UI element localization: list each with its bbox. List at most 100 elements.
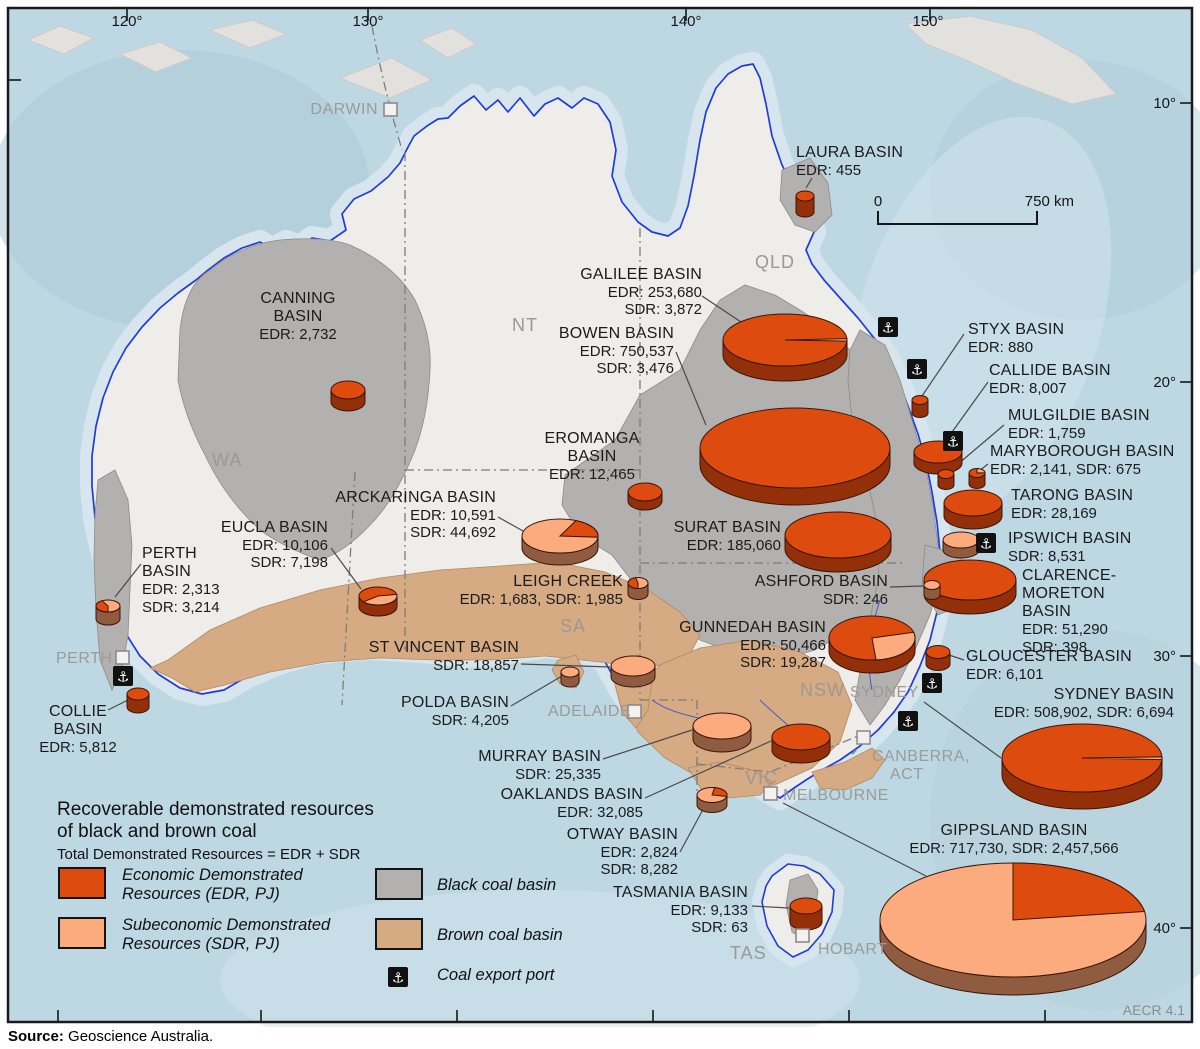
brown-basin-gippsland xyxy=(811,747,886,791)
state-label-nt: NT xyxy=(512,315,538,335)
pie-eucla xyxy=(358,586,398,617)
coal-export-port-anchor-icon: ⚓ xyxy=(388,967,408,987)
legend-port-label: Coal export port xyxy=(437,966,555,984)
leader-line xyxy=(510,675,563,707)
leader-line xyxy=(644,740,772,799)
canberra-marker xyxy=(851,730,871,755)
scale-zero: 0 xyxy=(873,193,883,210)
pie-clarence xyxy=(923,559,1017,615)
svg-text:⚓: ⚓ xyxy=(947,435,960,451)
brown-basin-eucla xyxy=(149,561,701,693)
black-swatch xyxy=(375,868,423,900)
svg-text:⚓: ⚓ xyxy=(117,670,130,686)
pie-mulgildie xyxy=(937,469,955,490)
city-label-melbourne: MELBOURNE xyxy=(783,787,889,804)
pie-top xyxy=(330,380,366,400)
pie-murray xyxy=(692,712,752,753)
map-canvas: ⚓ ⚓ ⚓ ⚓ ⚓ ⚓ ⚓ ⚓ xyxy=(0,6,1200,1027)
state-label-sa: SA xyxy=(560,616,587,636)
pie-top xyxy=(943,489,1003,517)
leader-line xyxy=(889,585,924,588)
state-label-nsw: NSW xyxy=(800,680,845,700)
city-label-adelaide: ADELAIDE xyxy=(548,703,632,720)
pie-top xyxy=(795,190,815,202)
pie-gippsland xyxy=(879,862,1147,996)
pie-tasmania xyxy=(789,897,823,931)
state-label-tas: TAS xyxy=(730,943,767,963)
lon-label-140: 140° xyxy=(670,13,702,30)
state-label-qld: QLD xyxy=(755,252,796,272)
leader-line xyxy=(923,701,1002,759)
leader-line xyxy=(805,177,813,189)
black-basin-canning xyxy=(177,238,431,561)
leader-line xyxy=(497,516,524,532)
source-line: Source: Geoscience Australia. xyxy=(8,1028,213,1045)
pie-galilee xyxy=(722,313,848,382)
svg-text:⚓: ⚓ xyxy=(980,537,993,553)
city-label-darwin: DARWIN xyxy=(310,101,378,118)
leader-line xyxy=(701,295,745,325)
lon-label-120: 120° xyxy=(111,13,143,30)
legend-brown-label: Brown coal basin xyxy=(437,926,563,944)
svg-text:⚓: ⚓ xyxy=(882,321,895,337)
leader-line xyxy=(602,729,693,760)
pie-perth xyxy=(95,599,121,626)
coal-export-port-anchor-icon: ⚓ xyxy=(898,711,918,731)
pie-wedge xyxy=(362,593,398,606)
state-label-wa: WA xyxy=(212,450,243,470)
city-marker xyxy=(115,650,130,665)
city-label-canberra: CANBERRA, xyxy=(872,748,970,765)
pie-top xyxy=(937,469,955,479)
pie-top xyxy=(699,407,891,489)
pie-top xyxy=(789,897,823,915)
city-label-sydney: SYDNEY xyxy=(850,684,919,701)
city-label-hobart: HOBART xyxy=(818,941,888,958)
pie-top xyxy=(610,655,656,677)
pie-gunnedah xyxy=(828,615,916,674)
pie-top xyxy=(692,712,752,740)
svg-text:⚓: ⚓ xyxy=(902,715,915,731)
pie-laura xyxy=(795,190,815,218)
sdr-swatch xyxy=(58,917,106,949)
pie-top xyxy=(923,559,1017,601)
lon-label-130: 130° xyxy=(352,13,384,30)
pie-wedge xyxy=(711,787,728,798)
leader-line xyxy=(751,905,790,909)
lat-label-20: 20° xyxy=(1153,374,1176,391)
city-label-act: ACT xyxy=(890,766,924,783)
scale-bar xyxy=(877,211,1038,225)
leader-line xyxy=(675,351,707,426)
pie-top xyxy=(560,666,580,678)
svg-text:⚓: ⚓ xyxy=(911,363,924,379)
pie-top xyxy=(942,531,980,549)
leader-line xyxy=(948,654,965,661)
leader-line xyxy=(114,563,142,598)
pie-top xyxy=(925,645,951,659)
pie-otway xyxy=(696,787,728,813)
map-frame xyxy=(6,6,1194,1024)
pie-surat xyxy=(784,511,892,573)
figure-reference: AECR 4.1 xyxy=(1122,1002,1185,1018)
lat-label-10: 10° xyxy=(1153,95,1176,112)
pie-ashford xyxy=(923,580,941,600)
pie-top xyxy=(126,687,150,701)
svg-text:⚓: ⚓ xyxy=(392,971,405,987)
pie-wedge xyxy=(558,520,599,538)
pie-bowen xyxy=(699,407,891,506)
source-label: Source: xyxy=(8,1028,64,1045)
pie-maryborough xyxy=(968,467,986,489)
legend-black-label: Black coal basin xyxy=(437,876,557,894)
pie-top xyxy=(923,580,941,590)
leader-line xyxy=(330,547,362,590)
coal-export-port-anchor-icon: ⚓ xyxy=(922,673,942,693)
pie-eromanga xyxy=(627,482,663,511)
lat-label-30: 30° xyxy=(1153,648,1176,665)
leader-line xyxy=(520,663,611,668)
pie-oaklands xyxy=(771,723,831,764)
coal-export-port-anchor-icon: ⚓ xyxy=(113,666,133,686)
legend-sdr-label: Subeconomic Demonstrated Resources (SDR, … xyxy=(122,916,331,954)
legend-title: Recoverable demonstrated resources of bl… xyxy=(57,799,374,842)
pie-wedge xyxy=(1081,756,1163,761)
coal-export-port-anchor-icon: ⚓ xyxy=(907,359,927,379)
